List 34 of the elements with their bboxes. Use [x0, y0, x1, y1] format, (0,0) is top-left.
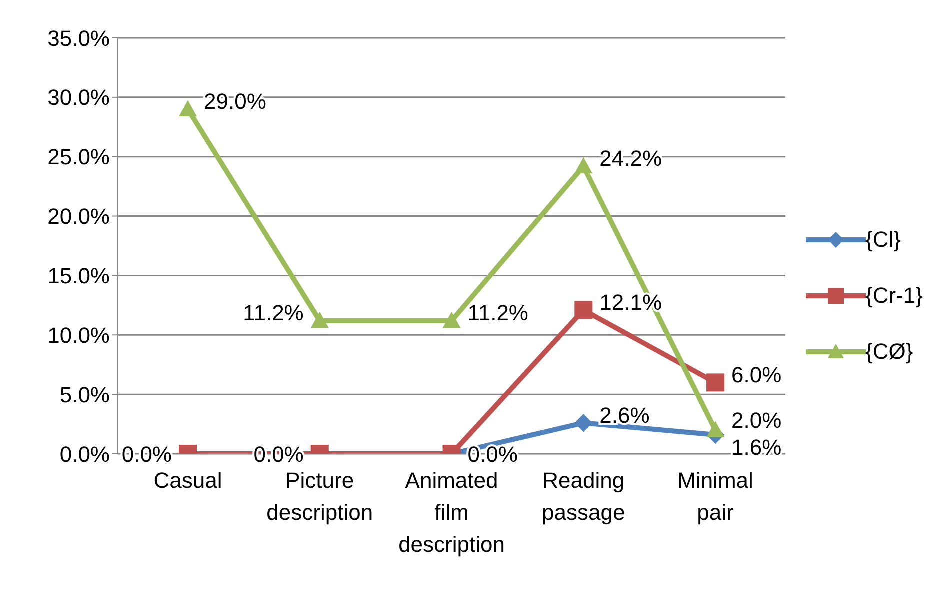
data-label: 29.0% [204, 89, 266, 114]
legend-label: {Cl} [866, 227, 901, 253]
y-tick-label: 20.0% [48, 204, 110, 230]
data-label: 24.2% [600, 146, 662, 172]
data-label: 6.0% [732, 362, 782, 388]
data-label: 11.2% [468, 300, 529, 326]
data-label: 0.0% [468, 442, 518, 467]
y-tick-label: 30.0% [48, 85, 110, 110]
legend-label: {CØ} [866, 339, 914, 365]
point [574, 301, 593, 320]
y-tick-label: 5.0% [60, 382, 110, 408]
data-label: 2.0% [732, 408, 782, 434]
point [574, 414, 593, 432]
y-tick-label: 10.0% [48, 322, 110, 348]
y-tick-label: 35.0% [48, 26, 110, 51]
data-label: 1.6% [732, 434, 782, 460]
x-tick-label: Picture description [266, 468, 374, 525]
point [179, 100, 197, 117]
point [442, 312, 461, 328]
data-label: 11.2% [243, 300, 304, 326]
y-tick-label: 25.0% [48, 144, 110, 170]
x-tick-label: Casual [154, 468, 222, 493]
y-tick-label: 0.0% [60, 442, 110, 467]
data-label: 0.0% [122, 442, 172, 467]
y-tick-label: 15.0% [48, 264, 110, 289]
point [310, 312, 329, 328]
x-tick-label: Animated film description [398, 468, 505, 557]
data-label: 2.6% [600, 402, 650, 428]
x-tick-label: Minimal pair [678, 468, 754, 525]
point [574, 157, 593, 174]
point [706, 421, 725, 438]
x-tick-label: Reading passage [542, 468, 626, 525]
point [706, 374, 725, 392]
legend-label: {Cr-1} [866, 283, 923, 309]
